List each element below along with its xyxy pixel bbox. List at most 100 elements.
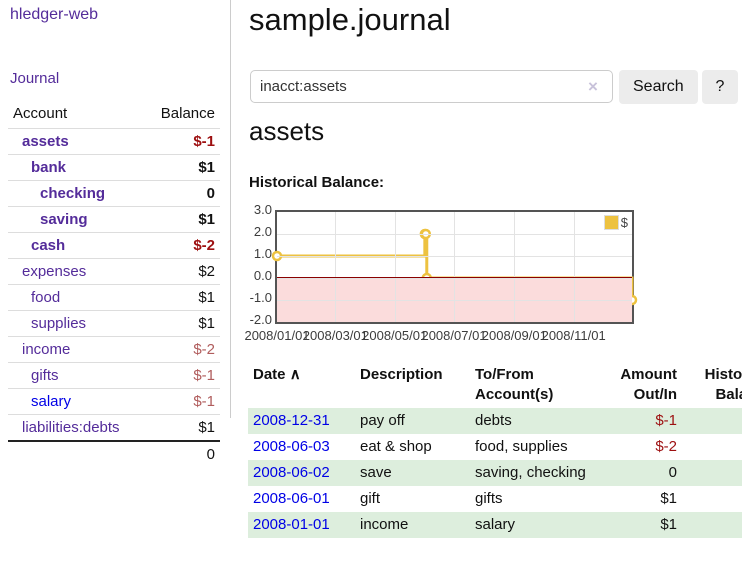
transaction-date-link[interactable]: 2008-06-02 [253, 464, 330, 481]
transaction-amount: $1 [660, 490, 677, 507]
transaction-amount: $-2 [655, 438, 677, 455]
account-link[interactable]: bank [31, 159, 67, 176]
search-input[interactable] [250, 70, 613, 103]
x-gridline [514, 212, 516, 322]
transaction-description: eat & shop [360, 438, 432, 455]
x-gridline [394, 212, 396, 322]
transaction-accounts: salary [475, 516, 516, 533]
account-link[interactable]: saving [40, 211, 88, 228]
table-row: 2008-01-01 income salary $1 $1 [248, 512, 742, 538]
account-link[interactable]: assets [22, 133, 69, 150]
account-link[interactable]: cash [31, 237, 66, 254]
transaction-balance: $-1 [682, 408, 742, 434]
transaction-date-cell: 2008-01-01 [248, 512, 355, 538]
account-balance: $-1 [144, 388, 220, 415]
account-balance: $1 [144, 310, 220, 337]
transaction-description: income [360, 516, 409, 533]
account-name-cell: food [8, 284, 145, 311]
account-balance: $1 [144, 414, 220, 441]
table-row: 2008-12-31 pay off debts $-1 $-1 [248, 408, 742, 434]
accounts-header-account: Account [13, 105, 68, 122]
account-balance: $-2 [144, 336, 220, 363]
y-gridline [277, 234, 632, 235]
x-gridline [335, 212, 337, 322]
account-name-cell: supplies [8, 310, 145, 337]
account-name-cell: cash [8, 232, 145, 259]
account-name-cell: salary [8, 388, 145, 415]
x-tick-label: 2008/03/01 [302, 328, 368, 343]
transaction-date-cell: 2008-06-03 [248, 434, 355, 460]
column-header-description: Description [360, 366, 443, 383]
column-header-balance: Historical Balance [704, 366, 742, 403]
sort-ascending-icon: ∧ [289, 366, 301, 383]
transaction-date-link[interactable]: 2008-01-01 [253, 516, 330, 533]
transaction-date-link[interactable]: 2008-06-01 [253, 490, 330, 507]
account-row: food $1 [8, 284, 220, 311]
y-gridline [277, 300, 632, 301]
y-tick-label: 2.0 [253, 224, 272, 239]
account-name-cell: checking [8, 180, 145, 207]
account-balance: $-1 [144, 362, 220, 389]
account-balance: 0 [144, 180, 220, 207]
account-link[interactable]: food [31, 289, 61, 306]
account-balance: $1 [144, 206, 220, 233]
account-row: checking 0 [8, 180, 220, 207]
transaction-date-cell: 2008-12-31 [248, 408, 355, 434]
y-tick-label: 1.0 [253, 246, 272, 261]
account-balance: $-1 [144, 128, 220, 155]
account-link[interactable]: checking [40, 185, 106, 202]
clear-search-icon[interactable]: × [588, 77, 598, 96]
transaction-date-link[interactable]: 2008-06-03 [253, 438, 330, 455]
account-row: cash $-2 [8, 232, 220, 259]
account-row: saving $1 [8, 206, 220, 233]
zero-axis-line [277, 277, 632, 278]
account-balance: $2 [144, 258, 220, 285]
accounts-table-header-row: Account Balance [8, 101, 220, 129]
account-link[interactable]: income [22, 341, 71, 358]
account-link[interactable]: supplies [31, 315, 87, 332]
x-tick-label: 2008/01/01 [244, 328, 310, 343]
y-gridline [277, 278, 632, 279]
transaction-description: pay off [360, 412, 405, 429]
brand-link[interactable]: hledger-web [10, 6, 99, 23]
search-button[interactable]: Search [619, 70, 698, 104]
x-tick-label: 2008/05/01 [362, 328, 428, 343]
transaction-description: gift [360, 490, 381, 507]
accounts-total-balance: 0 [144, 440, 220, 467]
help-button[interactable]: ? [702, 70, 738, 104]
transaction-balance: 0 [682, 434, 742, 460]
column-header-date[interactable]: Date ∧ [248, 362, 355, 408]
transaction-balance: $2 [682, 460, 742, 486]
account-name-cell: saving [8, 206, 145, 233]
account-row: bank $1 [8, 154, 220, 181]
account-link[interactable]: liabilities:debts [22, 419, 120, 436]
transaction-accounts: saving, checking [475, 464, 586, 481]
legend-swatch-icon [603, 215, 619, 230]
date-header-label: Date [253, 366, 286, 383]
transaction-accounts: debts [475, 412, 512, 429]
transaction-amount: 0 [668, 464, 677, 481]
account-balance: $1 [144, 284, 220, 311]
account-row: income $-2 [8, 336, 220, 363]
account-name-cell: liabilities:debts [8, 414, 145, 441]
register-header-row: Date ∧ Description To/From Account(s) Am… [248, 362, 742, 408]
table-row: 2008-06-02 save saving, checking 0 $2 [248, 460, 742, 486]
column-header-accounts: To/From Account(s) [475, 366, 554, 403]
account-link[interactable]: salary [31, 393, 72, 410]
transaction-date-link[interactable]: 2008-12-31 [253, 412, 330, 429]
account-name-cell: income [8, 336, 145, 363]
y-gridline [277, 256, 632, 257]
sidebar-item-journal[interactable]: Journal [10, 70, 60, 87]
accounts-header-balance: Balance [160, 105, 215, 122]
transaction-date-cell: 2008-06-02 [248, 460, 355, 486]
account-row: salary $-1 [8, 388, 220, 415]
chart-legend: $ [603, 215, 628, 230]
account-link[interactable]: gifts [31, 367, 59, 384]
account-name-cell: expenses [8, 258, 145, 285]
chart-plot-area: $ [271, 210, 638, 324]
x-tick-label: 2008/11/01 [541, 328, 606, 343]
account-name-cell: gifts [8, 362, 145, 389]
account-link[interactable]: expenses [22, 263, 87, 280]
y-tick-label: 3.0 [253, 202, 272, 217]
